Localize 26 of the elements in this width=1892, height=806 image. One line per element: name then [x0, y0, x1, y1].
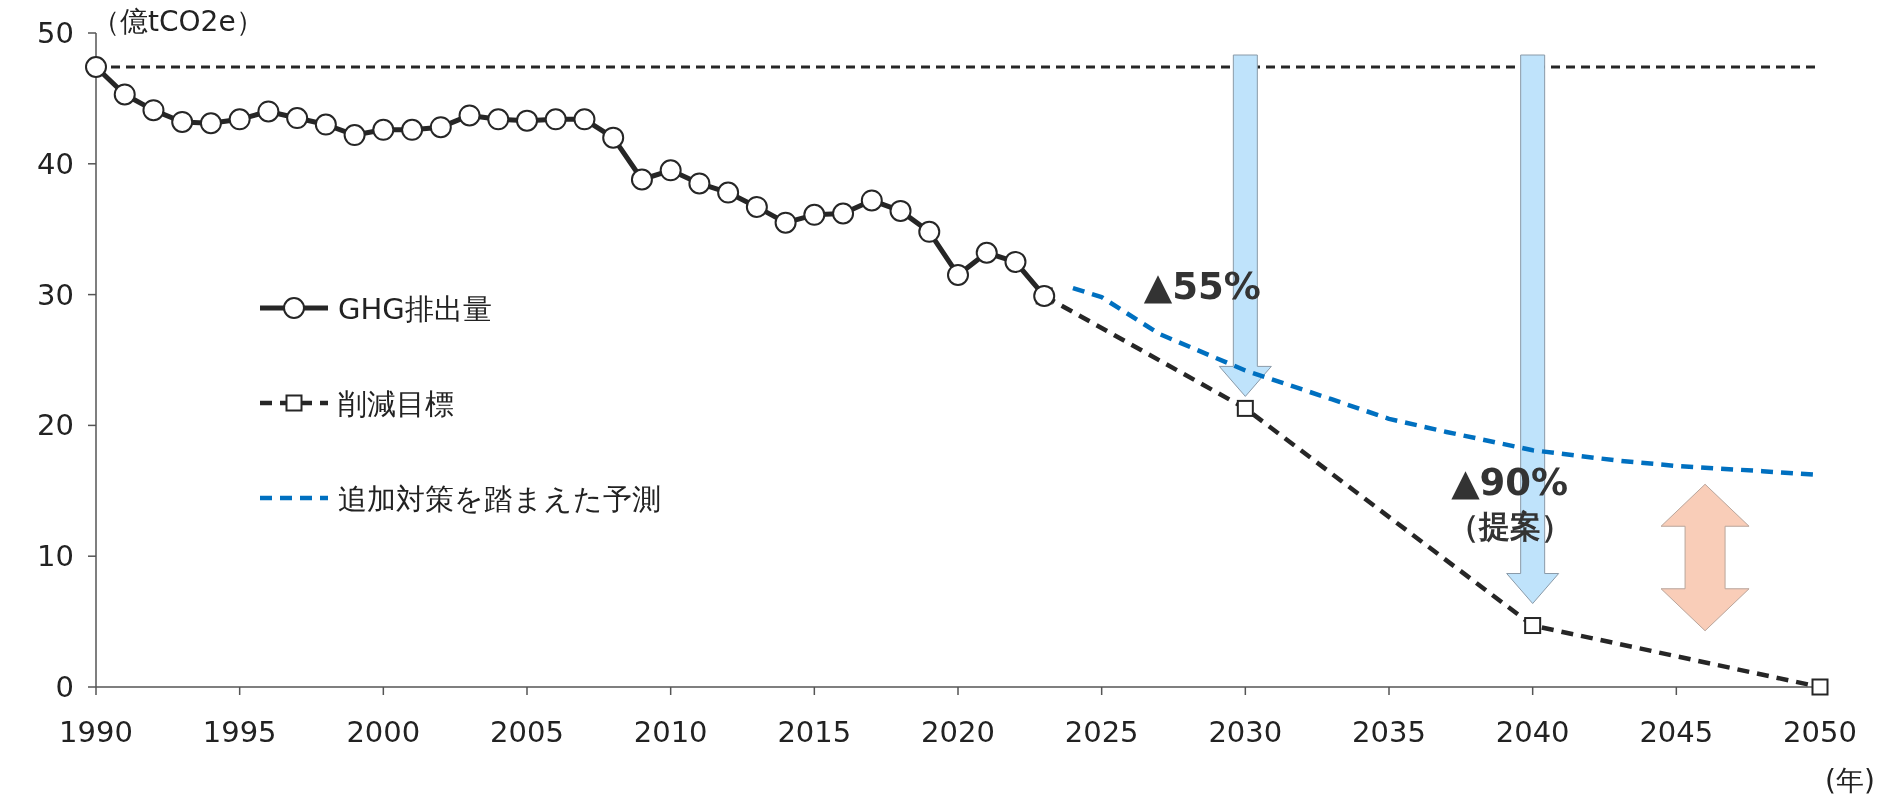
legend-label: GHG排出量 [338, 292, 492, 326]
annotation: ▲55% [1143, 264, 1261, 308]
x-tick-label: 2030 [1208, 715, 1283, 749]
legend-label: 削減目標 [338, 387, 454, 421]
x-tick-label: 2010 [633, 715, 708, 749]
x-tick-label: 2035 [1352, 715, 1426, 749]
y-tick-label: 20 [37, 408, 74, 443]
y-axis-title: （億tCO2e） [92, 5, 264, 38]
y-tick-label: 50 [37, 16, 74, 50]
x-tick-label: 2020 [921, 715, 995, 749]
x-tick-label: 2050 [1783, 715, 1857, 749]
x-tick-label: 2045 [1639, 715, 1714, 749]
x-tick-label: 2015 [777, 715, 852, 749]
x-tick-label: 2025 [1064, 715, 1139, 749]
x-tick-label: 1995 [202, 715, 277, 749]
y-tick-label: 30 [37, 277, 74, 312]
annotation: ▲90% （提案） [1447, 460, 1572, 544]
y-tick-label: 40 [37, 146, 74, 181]
x-tick-label: 1990 [59, 715, 133, 749]
y-tick-label: 0 [55, 670, 74, 704]
x-tick-label: 2000 [346, 715, 421, 749]
x-axis-title: (年) [1825, 764, 1875, 797]
x-tick-label: 2005 [490, 715, 564, 749]
y-tick-label: 10 [37, 539, 74, 574]
x-tick-label: 2040 [1495, 715, 1570, 749]
legend-label: 追加対策を踏まえた予測 [338, 482, 661, 516]
